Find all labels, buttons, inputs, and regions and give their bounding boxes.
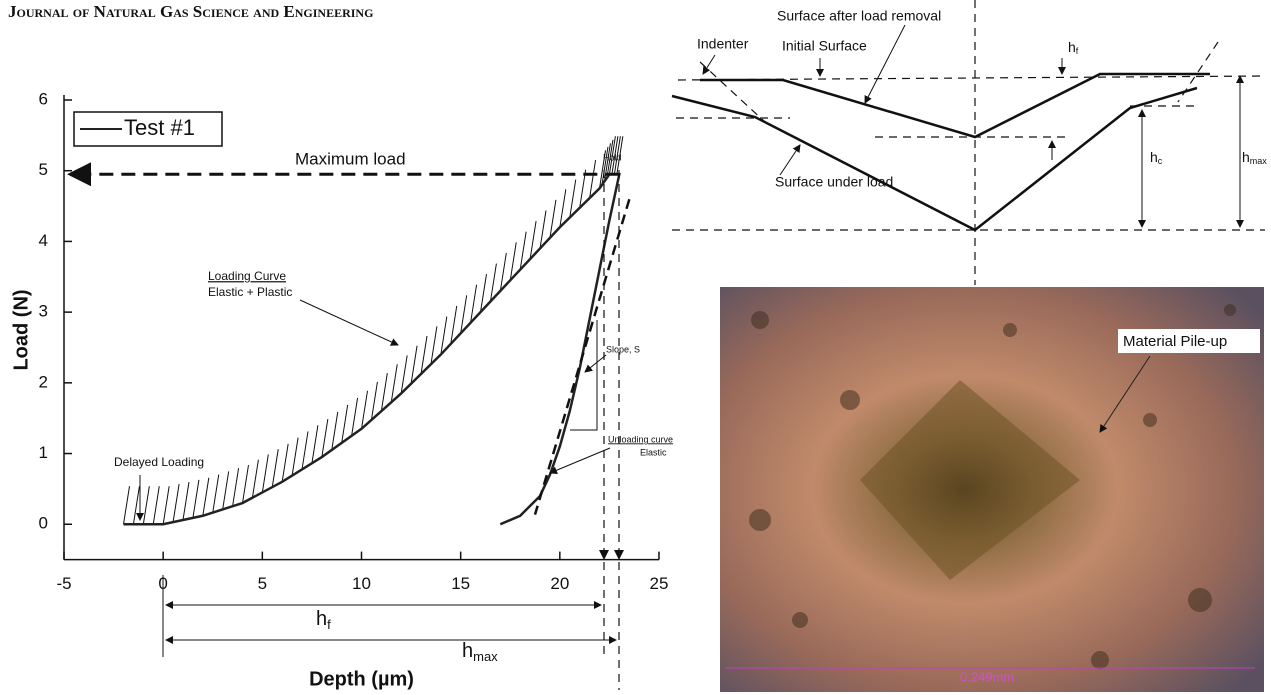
hatch — [332, 412, 338, 450]
hatch — [302, 431, 308, 469]
surface-under-load — [672, 88, 1197, 230]
y-tick-label: 1 — [39, 443, 48, 462]
hatch — [252, 460, 258, 498]
hc-label: hc — [1150, 149, 1163, 167]
hf-label: hf — [316, 608, 331, 632]
hatch — [272, 449, 278, 487]
x-tick-label: 25 — [650, 574, 669, 593]
y-tick-label: 0 — [39, 514, 48, 533]
scale-label: 0.249mm — [960, 669, 1014, 684]
pointer — [703, 55, 715, 74]
annotation: Delayed Loading — [114, 455, 204, 469]
legend-label: Test #1 — [124, 115, 195, 140]
pointer — [865, 25, 905, 103]
hatch — [243, 465, 249, 503]
indenter — [700, 62, 765, 122]
y-tick-label: 4 — [39, 231, 48, 250]
diagram-label: Indenter — [697, 36, 749, 52]
photo-label: Material Pile-up — [1123, 333, 1227, 350]
hmax-label: hmax — [1242, 149, 1267, 167]
hmax-label: hmax — [462, 640, 498, 664]
hatch — [163, 486, 169, 524]
annotation: Maximum load — [295, 149, 406, 168]
hatch — [193, 480, 199, 518]
hatch — [183, 482, 189, 520]
hf-label: hf — [1068, 39, 1079, 57]
hatch — [124, 486, 130, 524]
hatch — [352, 398, 358, 436]
annotation: Hold — [603, 152, 622, 162]
diagram-label: Surface under load — [775, 174, 893, 190]
hatch — [292, 438, 298, 476]
slope-triangle — [570, 320, 597, 430]
hatch — [322, 419, 328, 457]
diagram-label: Surface after load removal — [777, 8, 941, 24]
figure: Journal of Natural Gas Science and Engin… — [0, 0, 1271, 695]
hatch — [233, 468, 239, 506]
slope-line — [535, 199, 629, 514]
x-tick-label: 15 — [451, 574, 470, 593]
pointer — [780, 145, 800, 175]
annotation: Elastic — [640, 447, 667, 457]
y-tick-label: 6 — [39, 89, 48, 108]
hatch — [223, 471, 229, 509]
indentation-schematic: Surface after load removal Indenter Init… — [672, 0, 1267, 285]
x-tick-label: -5 — [56, 574, 71, 593]
annotation: Elastic + Plastic — [208, 285, 292, 299]
x-tick-label: 10 — [352, 574, 371, 593]
annotation: Loading Curve — [208, 269, 286, 283]
page: Journal of Natural Gas Science and Engin… — [0, 0, 1271, 695]
hatch — [262, 454, 268, 492]
data-line — [124, 174, 620, 524]
x-tick-label: 5 — [258, 574, 267, 593]
hatch — [203, 478, 209, 516]
depth-markers — [599, 550, 624, 560]
hatch — [312, 425, 318, 463]
y-tick-label: 3 — [39, 302, 48, 321]
micrograph: Material Pile-up 0.249mm — [720, 287, 1264, 692]
pointer — [300, 300, 398, 345]
y-axis-label: Load (N) — [10, 289, 32, 370]
hatch — [342, 405, 348, 443]
hatch — [143, 486, 149, 524]
y-tick-label: 5 — [39, 160, 48, 179]
hatch — [282, 444, 288, 482]
journal-header: Journal of Natural Gas Science and Engin… — [8, 2, 373, 21]
x-axis-label: Depth (µm) — [309, 668, 414, 690]
annotation: Unloading curve — [608, 434, 673, 444]
hatch — [153, 486, 159, 524]
y-tick-label: 2 — [39, 372, 48, 391]
hatch — [133, 486, 139, 524]
hatch — [213, 475, 219, 513]
diagram-label: Initial Surface — [782, 38, 867, 54]
hatch — [173, 484, 179, 522]
pointer — [585, 355, 606, 372]
x-tick-label: 20 — [550, 574, 569, 593]
annotation: Slope, S — [606, 344, 640, 354]
